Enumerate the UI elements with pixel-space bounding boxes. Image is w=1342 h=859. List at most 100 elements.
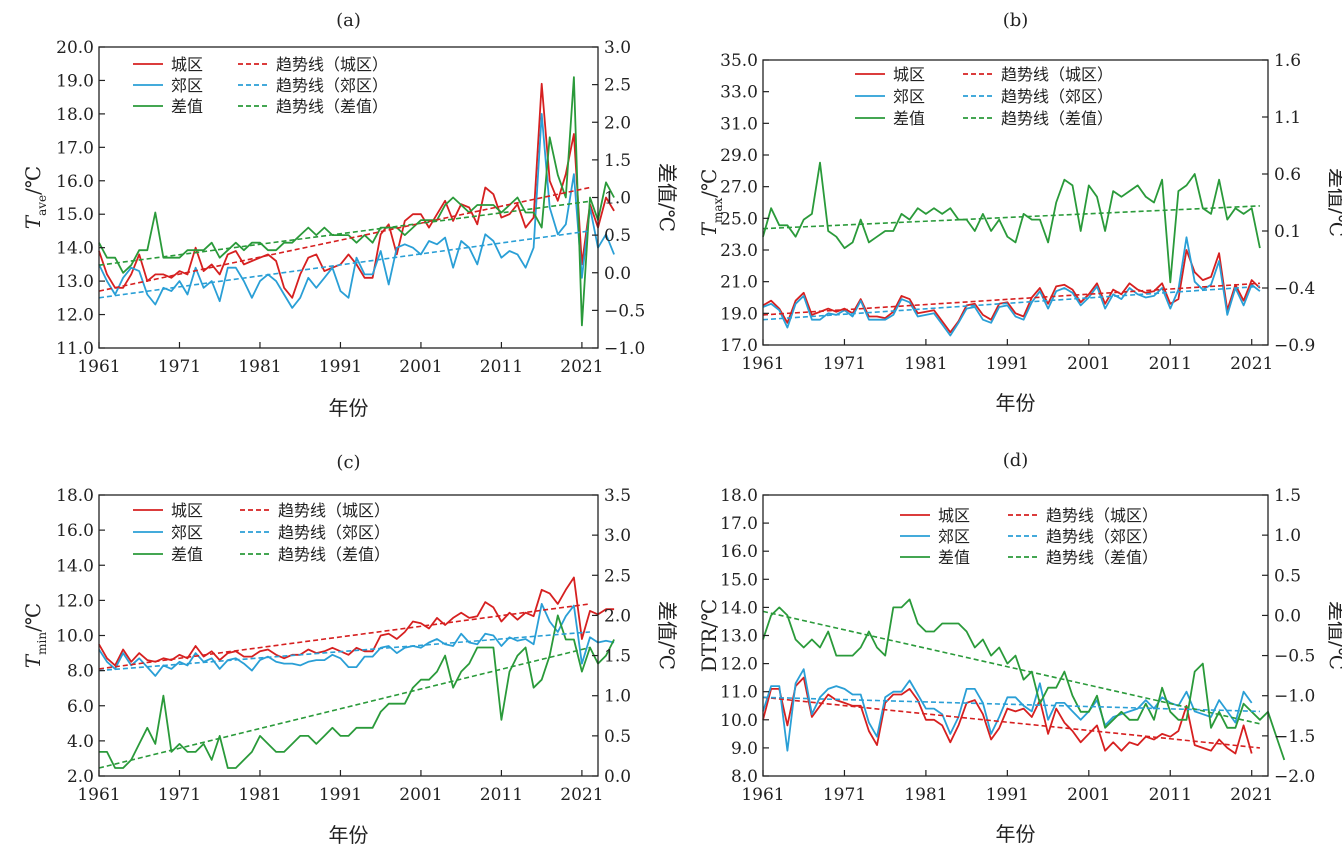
y-tick-label: 16.0 [56, 521, 94, 541]
y-axis-label: Tmax/℃ [697, 169, 725, 237]
y2-tick-label: 0.5 [604, 727, 631, 747]
y-tick-label: 17.0 [720, 336, 758, 356]
x-axis-label: 年份 [329, 396, 369, 420]
y2-tick-label: 1.0 [1274, 526, 1301, 546]
legend-label: 郊区 [938, 527, 970, 546]
y2-axis-label: 差值/℃ [1325, 168, 1342, 237]
x-tick-label: 1961 [77, 785, 120, 805]
series-line-trend-3 [762, 282, 1260, 316]
y-tick-label: 19.0 [720, 304, 758, 324]
x-tick-label: 1981 [904, 785, 947, 805]
y2-tick-label: 0.0 [604, 264, 631, 284]
y2-tick-label: 2.0 [604, 606, 631, 626]
y-tick-label: 14.0 [56, 239, 94, 259]
panel-title: (a) [336, 10, 361, 31]
legend-label: 趋势线（差值） [276, 97, 388, 116]
series-line-2 [98, 76, 615, 327]
y-tick-label: 17.0 [720, 514, 758, 534]
legend-label: 郊区 [171, 76, 203, 95]
y-axis-label-unit: /℃ [21, 603, 45, 632]
y-tick-label: 8.0 [67, 662, 94, 682]
x-tick-label: 1961 [77, 357, 120, 377]
y-tick-label: 15.0 [56, 205, 94, 225]
y-tick-label: 35.0 [720, 51, 758, 71]
y2-tick-label: 1.5 [604, 151, 631, 171]
y-tick-label: 23.0 [720, 241, 758, 261]
y2-tick-label: 1.5 [604, 647, 631, 667]
x-axis-label: 年份 [329, 823, 369, 847]
y2-tick-label: 1.0 [604, 189, 631, 209]
y-tick-label: 16.0 [56, 172, 94, 192]
legend-label: 趋势线（郊区） [276, 76, 388, 95]
series-line-trend-4 [98, 230, 591, 299]
series-line-trend-4 [98, 631, 591, 672]
x-tick-label: 1991 [986, 785, 1029, 805]
y2-tick-label: 3.0 [604, 526, 631, 546]
y-tick-label: 19.0 [56, 71, 94, 91]
series-line-trend-5 [98, 200, 591, 266]
chart-panel-d: (d) 1961 1971 1981 1991 2001 2011 2021 8.0 9.0 10.… [697, 450, 1342, 846]
y-tick-label: 17.0 [56, 138, 94, 158]
y2-tick-label: 0.0 [1274, 606, 1301, 626]
legend-label: 趋势线（城区） [1001, 65, 1113, 84]
x-tick-label: 2011 [1149, 354, 1192, 374]
y2-tick-label: 1.6 [1274, 51, 1301, 71]
y2-tick-label: −1.0 [1274, 687, 1315, 707]
y-tick-label: 18.0 [56, 105, 94, 125]
y-axis-label-sub: min [35, 632, 49, 655]
y-tick-label: 18.0 [720, 486, 758, 506]
y-axis-label-unit: /℃ [21, 166, 45, 195]
y-axis-label-unit: /℃ [697, 169, 721, 198]
series-line-2 [99, 614, 615, 769]
y-tick-label: 12.0 [56, 591, 94, 611]
legend-label: 郊区 [893, 87, 925, 106]
x-tick-label: 2001 [1067, 785, 1110, 805]
x-tick-label: 2021 [560, 357, 603, 377]
series-line-0 [98, 82, 615, 299]
legend-label: 趋势线（差值） [1046, 548, 1158, 567]
y-tick-label: 12.0 [720, 655, 758, 675]
y2-tick-label: −0.9 [1274, 336, 1315, 356]
series-line-0 [762, 249, 1261, 334]
x-tick-label: 1991 [319, 785, 362, 805]
y-tick-label: 9.0 [731, 739, 758, 759]
y-tick-label: 25.0 [720, 209, 758, 229]
y-tick-label: 6.0 [67, 697, 94, 717]
x-tick-label: 1971 [823, 785, 866, 805]
legend-label: 趋势线（郊区） [278, 523, 390, 542]
y2-tick-label: 1.1 [1274, 108, 1301, 128]
legend-label: 差值 [938, 548, 970, 567]
series-line-1 [98, 603, 615, 677]
legend-label: 趋势线（差值） [1001, 109, 1113, 128]
panel-title: (d) [1003, 450, 1029, 471]
y-tick-label: 31.0 [720, 114, 758, 134]
legend-label: 城区 [938, 506, 970, 525]
y2-tick-label: 2.0 [604, 113, 631, 133]
series-line-trend-4 [762, 696, 1260, 713]
y-tick-label: 20.0 [56, 38, 94, 58]
series-line-trend-4 [762, 285, 1260, 321]
y2-tick-label: 2.5 [604, 76, 631, 96]
series-line-1 [98, 113, 615, 309]
y-tick-label: 8.0 [731, 767, 758, 787]
y2-tick-label: 3.5 [604, 486, 631, 506]
y-axis-label: Tmin/℃ [21, 603, 49, 668]
y-tick-label: 15.0 [720, 570, 758, 590]
y-tick-label: 13.0 [720, 627, 758, 647]
y-tick-label: 29.0 [720, 146, 758, 166]
legend-label: 趋势线（城区） [1046, 506, 1158, 525]
y-tick-label: 16.0 [720, 542, 758, 562]
y-tick-label: 11.0 [720, 683, 758, 703]
x-tick-label: 1971 [158, 785, 201, 805]
x-tick-label: 2001 [399, 357, 442, 377]
y-tick-label: 4.0 [67, 732, 94, 752]
series-line-1 [762, 236, 1261, 337]
legend-label: 趋势线（城区） [276, 55, 388, 74]
series-line-trend-5 [762, 610, 1261, 725]
series-line-trend-3 [98, 603, 591, 670]
y-tick-label: 27.0 [720, 178, 758, 198]
x-tick-label: 1981 [904, 354, 947, 374]
x-tick-label: 1981 [238, 785, 281, 805]
y2-tick-label: 0.5 [604, 226, 631, 246]
y2-tick-label: 0.6 [1274, 165, 1301, 185]
